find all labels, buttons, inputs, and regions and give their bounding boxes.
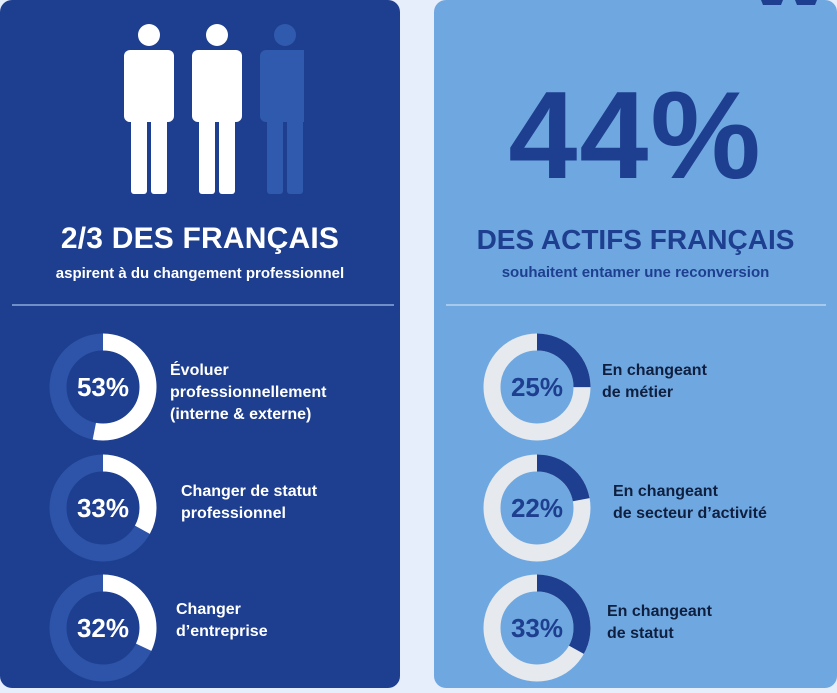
person-icon [260,24,304,194]
percent-label: 32% [76,613,130,643]
percent-label: 53% [76,372,130,402]
right-subtitle: souhaitent entamer une reconversion [501,264,770,281]
person-icon [124,24,174,194]
stat-label: Changer de statut professionnel [181,483,318,522]
donut-chart [483,574,591,682]
people-icons [124,24,304,194]
percent-label: 33% [510,613,564,643]
donut-chart [483,454,591,562]
stat-label: Évoluer professionnellement (interne & e… [170,362,327,423]
divider [446,304,826,306]
stat-label: En changeant de métier [602,362,707,401]
donut-chart [49,454,157,562]
donut-chart [483,333,591,441]
percent-label: 33% [76,493,130,523]
left-title: 2/3 DES FRANÇAIS [60,222,340,255]
left-subtitle: aspirent à du changement professionnel [55,265,345,282]
donut-chart [49,574,157,682]
big-percent: 44% [508,67,763,205]
left-panel: 2/3 DES FRANÇAIS aspirent à du changemen… [0,0,400,688]
corner-decoration [761,0,817,5]
percent-label: 25% [510,372,564,402]
stat-label: Changer d’entreprise [176,601,268,640]
divider [12,304,394,306]
stat-label: En changeant de statut [607,603,712,642]
stat-label: En changeant de secteur d’activité [613,483,767,522]
right-title: DES ACTIFS FRANÇAIS [476,224,795,255]
donut-chart [49,333,157,441]
right-panel: 44% DES ACTIFS FRANÇAIS souhaitent entam… [434,0,837,688]
percent-label: 22% [510,493,564,523]
person-icon [192,24,242,194]
